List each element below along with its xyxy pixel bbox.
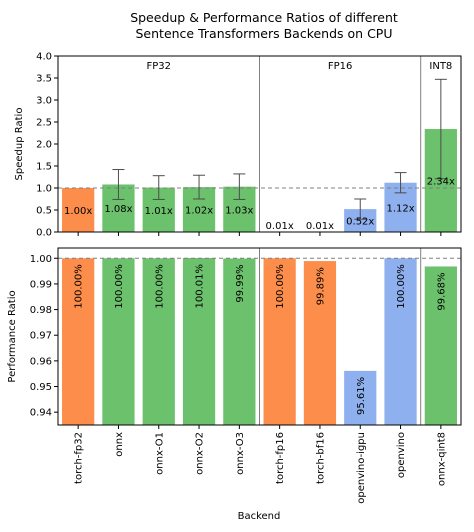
y-axis-label-speedup: Speedup Ratio: [14, 108, 25, 181]
data-label-speedup-onnx: 1.08x: [104, 204, 132, 215]
y-tick-label-speedup-0: 0.0: [36, 228, 52, 239]
data-label-performance-torch-bf16: 99.89%: [315, 267, 326, 305]
bar-performance-torch-fp16: [263, 258, 296, 425]
data-label-speedup-torch-fp32: 1.00x: [64, 206, 92, 217]
x-axis-label: Backend: [238, 511, 281, 522]
data-label-performance-onnx-O3: 99.99%: [235, 265, 246, 303]
data-label-speedup-onnx-O1: 1.01x: [145, 206, 173, 217]
y-tick-label-speedup-3: 1.5: [36, 162, 52, 173]
data-label-performance-openvino-igpu: 95.61%: [356, 377, 367, 415]
bar-performance-onnx-O2: [182, 258, 216, 425]
data-label-performance-torch-fp16: 100.00%: [275, 264, 286, 309]
chart-title-line-1: Speedup & Performance Ratios of differen…: [130, 10, 398, 25]
y-tick-label-speedup-4: 2.0: [36, 140, 52, 151]
y-tick-label-performance-2: 0.96: [30, 356, 52, 367]
x-tick-label-onnx-O2: onnx-O2: [195, 432, 206, 475]
data-label-speedup-openvino-igpu: 0.52x: [346, 217, 374, 228]
x-tick-label-onnx-qint8: onnx-qint8: [436, 432, 447, 486]
data-label-performance-onnx-O2: 100.01%: [195, 264, 206, 309]
bar-performance-onnx-O1: [142, 258, 175, 425]
y-tick-label-speedup-5: 2.5: [36, 118, 52, 129]
y-tick-label-speedup-6: 3.0: [36, 96, 52, 107]
group-label-fp32: FP32: [146, 61, 171, 72]
data-label-speedup-torch-bf16: 0.01x: [306, 221, 334, 232]
y-tick-label-speedup-2: 1.0: [36, 184, 52, 195]
data-label-speedup-torch-fp16: 0.01x: [266, 221, 294, 232]
data-label-performance-onnx-O1: 100.00%: [154, 264, 165, 309]
plot-area: 1.00x 1.08x 1.01x 1.02x 1.03x 0.01x 0.01x 0.52x…: [7, 52, 462, 504]
data-label-speedup-onnx-O2: 1.02x: [185, 206, 213, 217]
x-tick-label-openvino-igpu: openvino-igpu: [356, 432, 367, 504]
data-label-speedup-onnx-O3: 1.03x: [225, 205, 253, 216]
y-tick-label-speedup-1: 0.5: [36, 206, 52, 217]
x-tick-label-onnx: onnx: [114, 432, 125, 457]
data-label-performance-openvino: 100.00%: [396, 264, 407, 309]
group-label-fp16: FP16: [328, 61, 353, 72]
group-label-int8: INT8: [429, 61, 452, 72]
bar-speedup-openvino-igpu: [344, 209, 377, 232]
bar-performance-torch-fp32: [62, 258, 95, 425]
bar-speedup-torch-fp32: [62, 188, 95, 232]
y-tick-label-performance-5: 0.99: [30, 279, 52, 290]
bar-performance-onnx-qint8: [424, 266, 457, 425]
x-tick-label-torch-bf16: torch-bf16: [315, 432, 326, 484]
data-label-performance-onnx-qint8: 99.68%: [436, 272, 447, 310]
y-axis-label-performance: Performance Ratio: [7, 290, 18, 382]
x-tick-label-torch-fp32: torch-fp32: [74, 432, 85, 484]
data-label-performance-torch-fp32: 100.00%: [74, 264, 85, 309]
y-tick-label-performance-4: 0.98: [30, 305, 52, 316]
x-tick-label-onnx-O3: onnx-O3: [235, 432, 246, 475]
data-label-performance-onnx: 100.00%: [114, 264, 125, 309]
bar-performance-onnx: [102, 258, 135, 425]
x-tick-label-openvino: openvino: [396, 432, 407, 478]
y-tick-label-performance-1: 0.95: [30, 382, 52, 393]
y-tick-label-performance-6: 1.00: [30, 254, 52, 265]
axes-frame-performance: [57, 247, 462, 426]
data-label-speedup-openvino: 1.12x: [386, 203, 414, 214]
bar-performance-torch-bf16: [303, 261, 337, 425]
x-tick-label-torch-fp16: torch-fp16: [275, 432, 286, 484]
bar-performance-openvino-igpu: [344, 370, 377, 425]
y-tick-label-performance-3: 0.97: [30, 331, 52, 342]
chart-title-line-2: Sentence Transformers Backends on CPU: [136, 26, 393, 41]
y-tick-label-speedup-8: 4.0: [36, 52, 52, 63]
data-label-speedup-onnx-qint8: 2.34x: [427, 177, 455, 188]
y-tick-label-speedup-7: 3.5: [36, 74, 52, 85]
x-tick-label-onnx-O1: onnx-O1: [154, 432, 165, 475]
bar-performance-openvino: [384, 258, 417, 425]
bar-performance-onnx-O3: [223, 258, 256, 425]
y-tick-label-performance-0: 0.94: [30, 408, 52, 419]
